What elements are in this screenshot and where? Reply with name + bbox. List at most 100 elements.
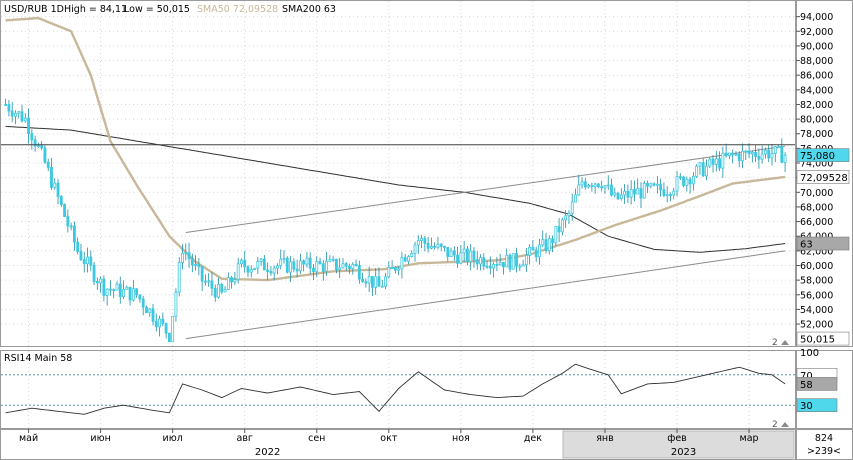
main-pane-collapse-icon[interactable] xyxy=(781,340,789,345)
candle-body xyxy=(240,259,243,265)
candle xyxy=(181,244,184,270)
candle-body xyxy=(377,276,381,287)
candle xyxy=(331,255,335,263)
candle-body xyxy=(30,133,34,141)
candle xyxy=(125,285,129,290)
candle-body xyxy=(27,117,30,135)
candle-body xyxy=(164,323,168,334)
candle-body xyxy=(570,201,574,214)
candle-body xyxy=(410,253,414,257)
candle xyxy=(171,315,175,343)
candle-body xyxy=(429,245,433,249)
candle xyxy=(443,245,446,252)
candle-body xyxy=(43,147,47,163)
candle xyxy=(639,182,643,209)
candle-body xyxy=(547,238,551,251)
candle-body xyxy=(122,288,125,298)
candle-body xyxy=(593,183,597,188)
candle-body xyxy=(433,245,437,248)
candle-body xyxy=(20,111,24,122)
candle xyxy=(505,248,509,268)
candle xyxy=(151,303,155,326)
candle-body xyxy=(731,152,735,155)
candle xyxy=(377,267,381,287)
candle xyxy=(154,313,158,332)
candle-body xyxy=(174,291,178,317)
candle xyxy=(203,274,207,286)
candle-body xyxy=(177,262,181,293)
candle xyxy=(734,151,738,157)
footer-counter-frame xyxy=(796,429,853,460)
candle xyxy=(50,157,53,190)
candle-body xyxy=(17,111,21,114)
candle-body xyxy=(279,258,283,267)
rsi-pane-collapse-icon[interactable] xyxy=(781,422,789,427)
candle-body xyxy=(531,246,535,251)
candle xyxy=(429,237,433,250)
candle xyxy=(17,110,21,119)
candle xyxy=(515,247,518,273)
candle-body xyxy=(331,258,335,261)
candle xyxy=(33,135,37,152)
candle xyxy=(66,209,70,233)
candle xyxy=(541,230,545,248)
candle-body xyxy=(662,189,666,196)
price-tick-label: 54,000 xyxy=(800,305,833,316)
candle xyxy=(449,247,453,257)
candle xyxy=(105,288,109,306)
candle-body xyxy=(308,257,312,269)
candle-body xyxy=(619,194,623,200)
candle-body xyxy=(154,320,158,328)
price-tick-label: 90,000 xyxy=(800,41,833,52)
time-scrollbar-thumb[interactable] xyxy=(562,430,795,459)
candle xyxy=(475,251,479,270)
candle-body xyxy=(580,181,584,186)
candle-body xyxy=(403,257,407,262)
rsi-tick-label: 100 xyxy=(800,348,819,359)
candle xyxy=(230,275,234,289)
candle-body xyxy=(488,266,492,269)
candle-body xyxy=(321,263,325,272)
candle-body xyxy=(131,288,135,301)
candle xyxy=(387,261,391,279)
candle-body xyxy=(302,260,306,265)
candle xyxy=(43,144,47,164)
candle-body xyxy=(613,192,617,196)
candle xyxy=(773,146,777,163)
candle xyxy=(36,142,40,148)
candle-body xyxy=(544,239,548,251)
candle xyxy=(524,248,528,272)
candle-body xyxy=(387,267,391,278)
price-tick-label: 84,000 xyxy=(800,85,833,96)
candle xyxy=(423,235,427,252)
candle-body xyxy=(511,253,515,270)
candle xyxy=(482,253,486,271)
candle-body xyxy=(646,183,649,187)
candle-body xyxy=(226,277,230,290)
candle xyxy=(20,104,24,123)
candle xyxy=(298,253,302,274)
candle xyxy=(675,171,679,197)
candle-body xyxy=(777,146,780,148)
candle xyxy=(436,237,440,250)
candle xyxy=(289,255,292,283)
candle-body xyxy=(276,265,279,269)
candle xyxy=(587,183,591,189)
rsi-tick-label: 58 xyxy=(800,380,813,391)
candle xyxy=(403,254,407,262)
candles-layer xyxy=(4,98,787,343)
candle xyxy=(53,178,57,190)
candle-body xyxy=(203,280,207,283)
candle-body xyxy=(112,289,116,292)
candle xyxy=(727,152,731,160)
candle xyxy=(741,143,744,169)
candle xyxy=(131,280,135,302)
candle xyxy=(282,250,286,264)
candle xyxy=(659,178,663,197)
candle-body xyxy=(371,276,374,288)
candle-body xyxy=(217,284,220,298)
price-tick-label: 80,000 xyxy=(800,115,833,126)
candle-body xyxy=(560,219,564,233)
candle-body xyxy=(724,152,728,157)
candle-body xyxy=(606,184,610,187)
